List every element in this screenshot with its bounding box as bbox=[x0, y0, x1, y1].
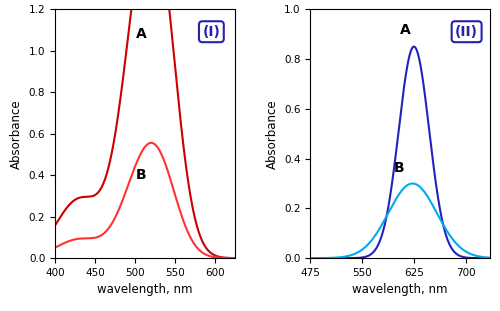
X-axis label: wavelength, nm: wavelength, nm bbox=[352, 283, 448, 296]
Y-axis label: Absorbance: Absorbance bbox=[10, 99, 23, 169]
Text: B: B bbox=[394, 161, 404, 175]
Y-axis label: Absorbance: Absorbance bbox=[266, 99, 278, 169]
Text: (I): (I) bbox=[202, 25, 220, 39]
Text: B: B bbox=[136, 168, 146, 182]
Text: A: A bbox=[400, 23, 411, 37]
X-axis label: wavelength, nm: wavelength, nm bbox=[97, 283, 192, 296]
Text: A: A bbox=[136, 27, 146, 41]
Text: (II): (II) bbox=[455, 25, 478, 39]
